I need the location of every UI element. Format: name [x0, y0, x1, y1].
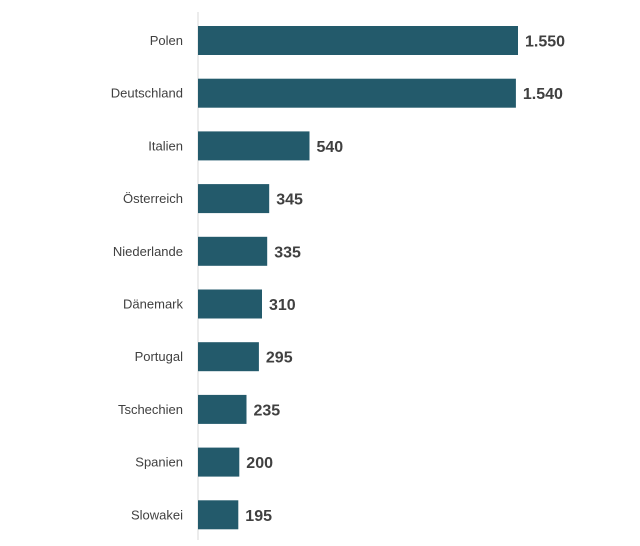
category-label-0: Polen — [150, 33, 183, 48]
bar-9 — [198, 500, 239, 530]
category-label-5: Dänemark — [123, 297, 183, 312]
bar-1 — [198, 78, 516, 108]
category-label-6: Portugal — [135, 349, 184, 364]
value-label-0: 1.550 — [525, 34, 565, 51]
category-label-7: Tschechien — [118, 402, 183, 417]
value-label-5: 310 — [269, 297, 296, 314]
value-label-1: 1.540 — [523, 86, 563, 103]
value-label-3: 345 — [276, 192, 303, 209]
bar-0 — [198, 26, 518, 55]
bars-group — [198, 26, 518, 530]
category-label-1: Deutschland — [111, 86, 183, 101]
value-label-9: 195 — [245, 508, 272, 525]
category-label-3: Österreich — [123, 191, 183, 206]
category-label-4: Niederlande — [113, 244, 183, 259]
category-label-9: Slowakei — [131, 507, 183, 522]
value-label-6: 295 — [266, 350, 293, 367]
value-labels-group: 1.550 1.540 540 345 335 310 295 235 200 195 — [245, 34, 565, 525]
bar-8 — [198, 447, 240, 477]
value-label-7: 235 — [254, 402, 281, 419]
category-labels-group: Polen Deutschland Italien Österreich Niederl… — [111, 33, 184, 522]
category-label-2: Italien — [148, 138, 183, 153]
bar-4 — [198, 236, 268, 266]
value-label-2: 540 — [317, 139, 344, 156]
category-label-8: Spanien — [135, 455, 183, 470]
bar-7 — [198, 394, 247, 424]
bar-2 — [198, 131, 310, 161]
bar-6 — [198, 342, 259, 372]
bar-3 — [198, 184, 270, 214]
value-label-4: 335 — [274, 244, 301, 261]
value-label-8: 200 — [246, 455, 273, 472]
bar-5 — [198, 289, 262, 319]
